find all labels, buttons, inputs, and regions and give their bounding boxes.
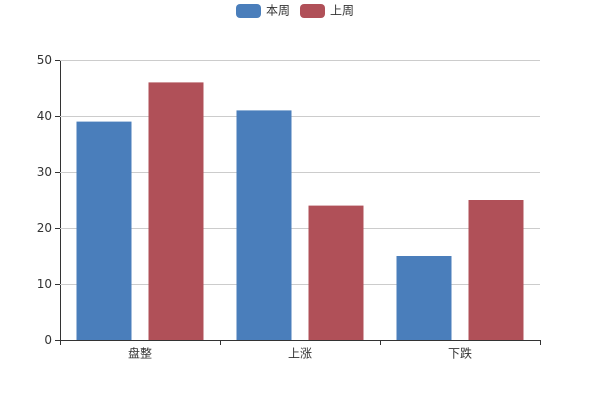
bar (396, 256, 452, 340)
y-tick-label: 30 (37, 165, 52, 179)
y-tick-label: 40 (37, 109, 52, 123)
bar (236, 110, 292, 341)
y-tick-label: 20 (37, 221, 52, 235)
bar (468, 200, 524, 340)
x-tick-label: 上涨 (288, 346, 312, 361)
y-tick-label: 50 (37, 53, 52, 67)
legend-label[interactable]: 本周 (266, 4, 290, 18)
y-tick-label: 10 (37, 277, 52, 291)
bar (76, 121, 132, 340)
legend-swatch[interactable] (236, 4, 261, 18)
x-tick-label: 下跌 (448, 346, 472, 361)
legend-swatch[interactable] (300, 4, 325, 18)
x-tick-label: 盘整 (128, 346, 152, 361)
y-tick-label: 0 (44, 333, 52, 347)
legend-label[interactable]: 上周 (330, 4, 354, 18)
bar (308, 205, 364, 340)
bar (148, 82, 204, 341)
